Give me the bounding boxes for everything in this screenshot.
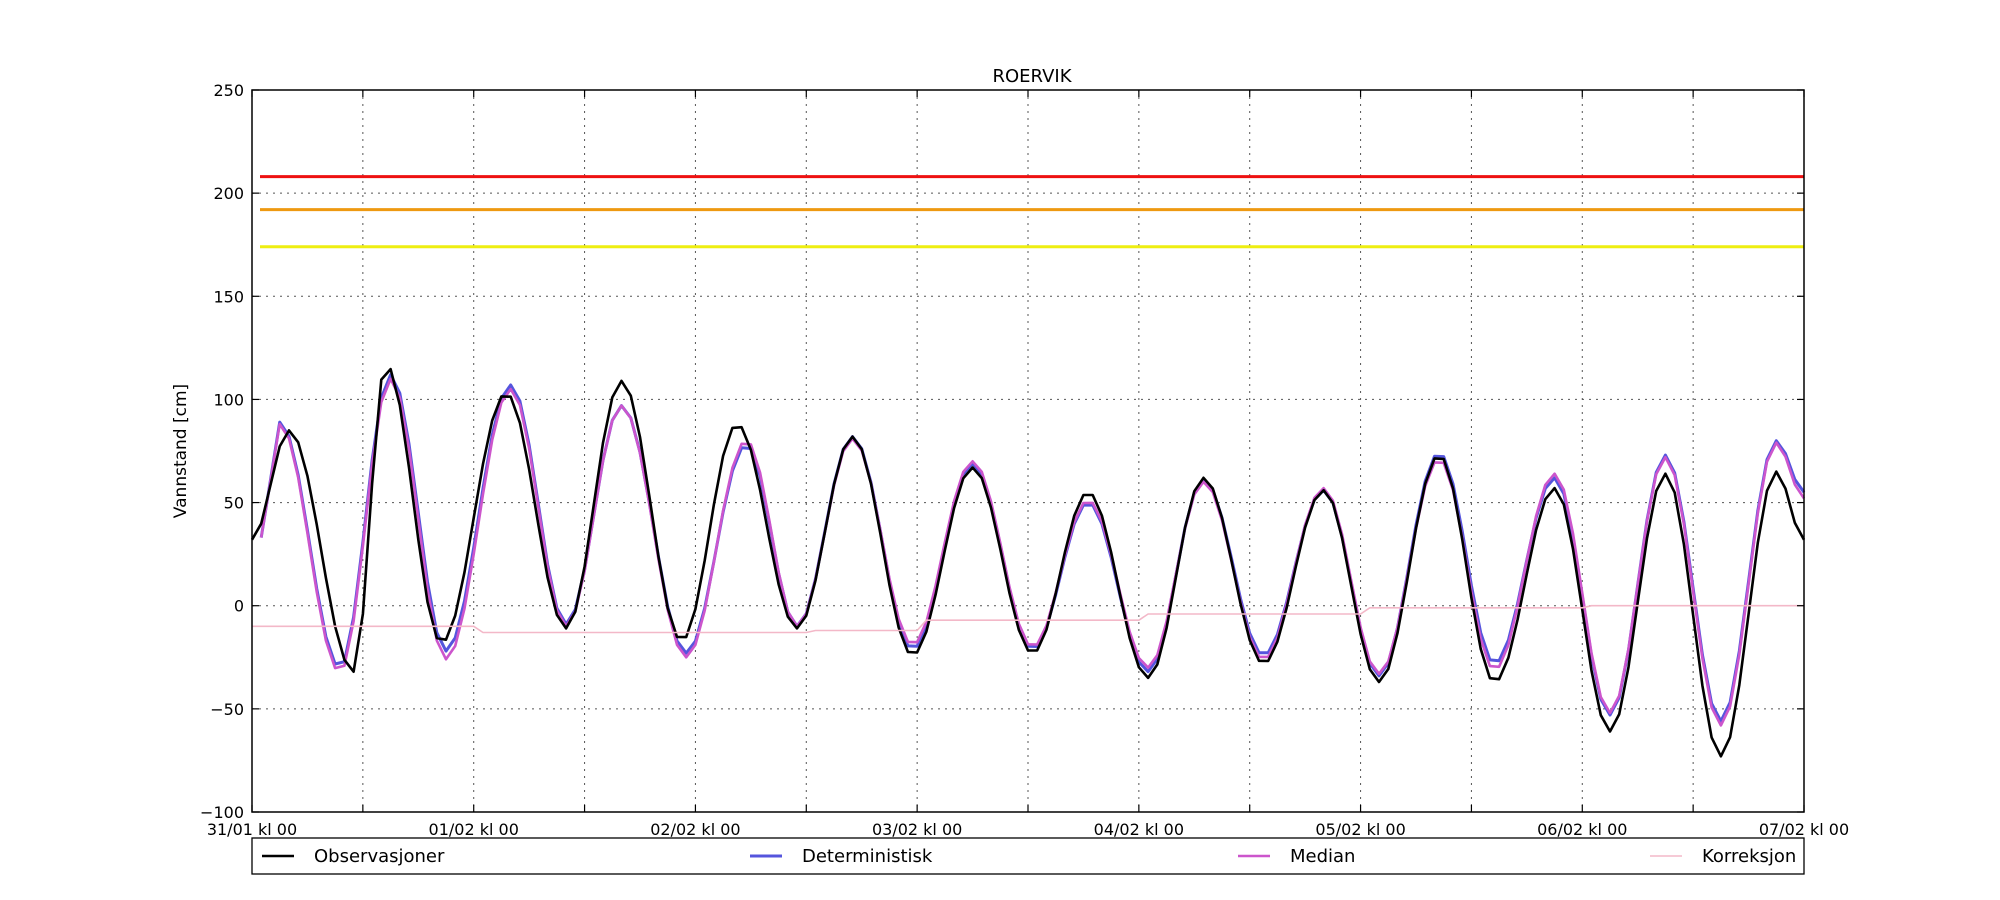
y-axis-label: Vannstand [cm] xyxy=(171,384,191,518)
y-tick-label: 200 xyxy=(213,184,244,203)
y-tick-label: −100 xyxy=(200,803,244,822)
x-tick-label: 01/02 kl 00 xyxy=(429,820,519,839)
series-line xyxy=(252,604,1804,634)
legend-label: Median xyxy=(1290,846,1355,867)
x-tick-label: 06/02 kl 00 xyxy=(1537,820,1627,839)
x-tick-label: 07/02 kl 00 xyxy=(1759,820,1849,839)
y-tick-label: 250 xyxy=(213,81,244,100)
x-axis-ticks: 31/01 kl 00 01/02 kl 00 02/02 kl 00 03/02 k… xyxy=(207,90,1849,839)
legend-label: Korreksjon xyxy=(1702,846,1796,867)
legend-label: Deterministisk xyxy=(802,846,933,867)
legend-frame xyxy=(251,837,1805,875)
x-tick-label: 02/02 kl 00 xyxy=(650,820,740,839)
chart-title: ROERVIK xyxy=(993,66,1073,87)
series-line xyxy=(250,367,1806,758)
x-tick-label: 04/02 kl 00 xyxy=(1094,820,1184,839)
y-tick-label: 0 xyxy=(234,597,244,616)
x-tick-label: 31/01 kl 00 xyxy=(207,820,297,839)
y-tick-label: 100 xyxy=(213,390,244,409)
series-line xyxy=(259,377,1806,727)
threshold-lines xyxy=(260,175,1804,249)
x-tick-label: 03/02 kl 00 xyxy=(872,820,962,839)
x-tick-label: 05/02 kl 00 xyxy=(1315,820,1405,839)
legend-label: Observasjoner xyxy=(314,846,445,867)
legend: Observasjoner Deterministisk Median Korreks… xyxy=(251,837,1805,875)
y-tick-label: 50 xyxy=(224,494,244,513)
series-line xyxy=(259,373,1806,723)
y-axis-ticks: 250 200 150 100 50 0 −50 −100 xyxy=(200,81,1804,822)
y-tick-label: 150 xyxy=(213,287,244,306)
data-series xyxy=(250,367,1806,758)
y-tick-label: −50 xyxy=(210,700,244,719)
